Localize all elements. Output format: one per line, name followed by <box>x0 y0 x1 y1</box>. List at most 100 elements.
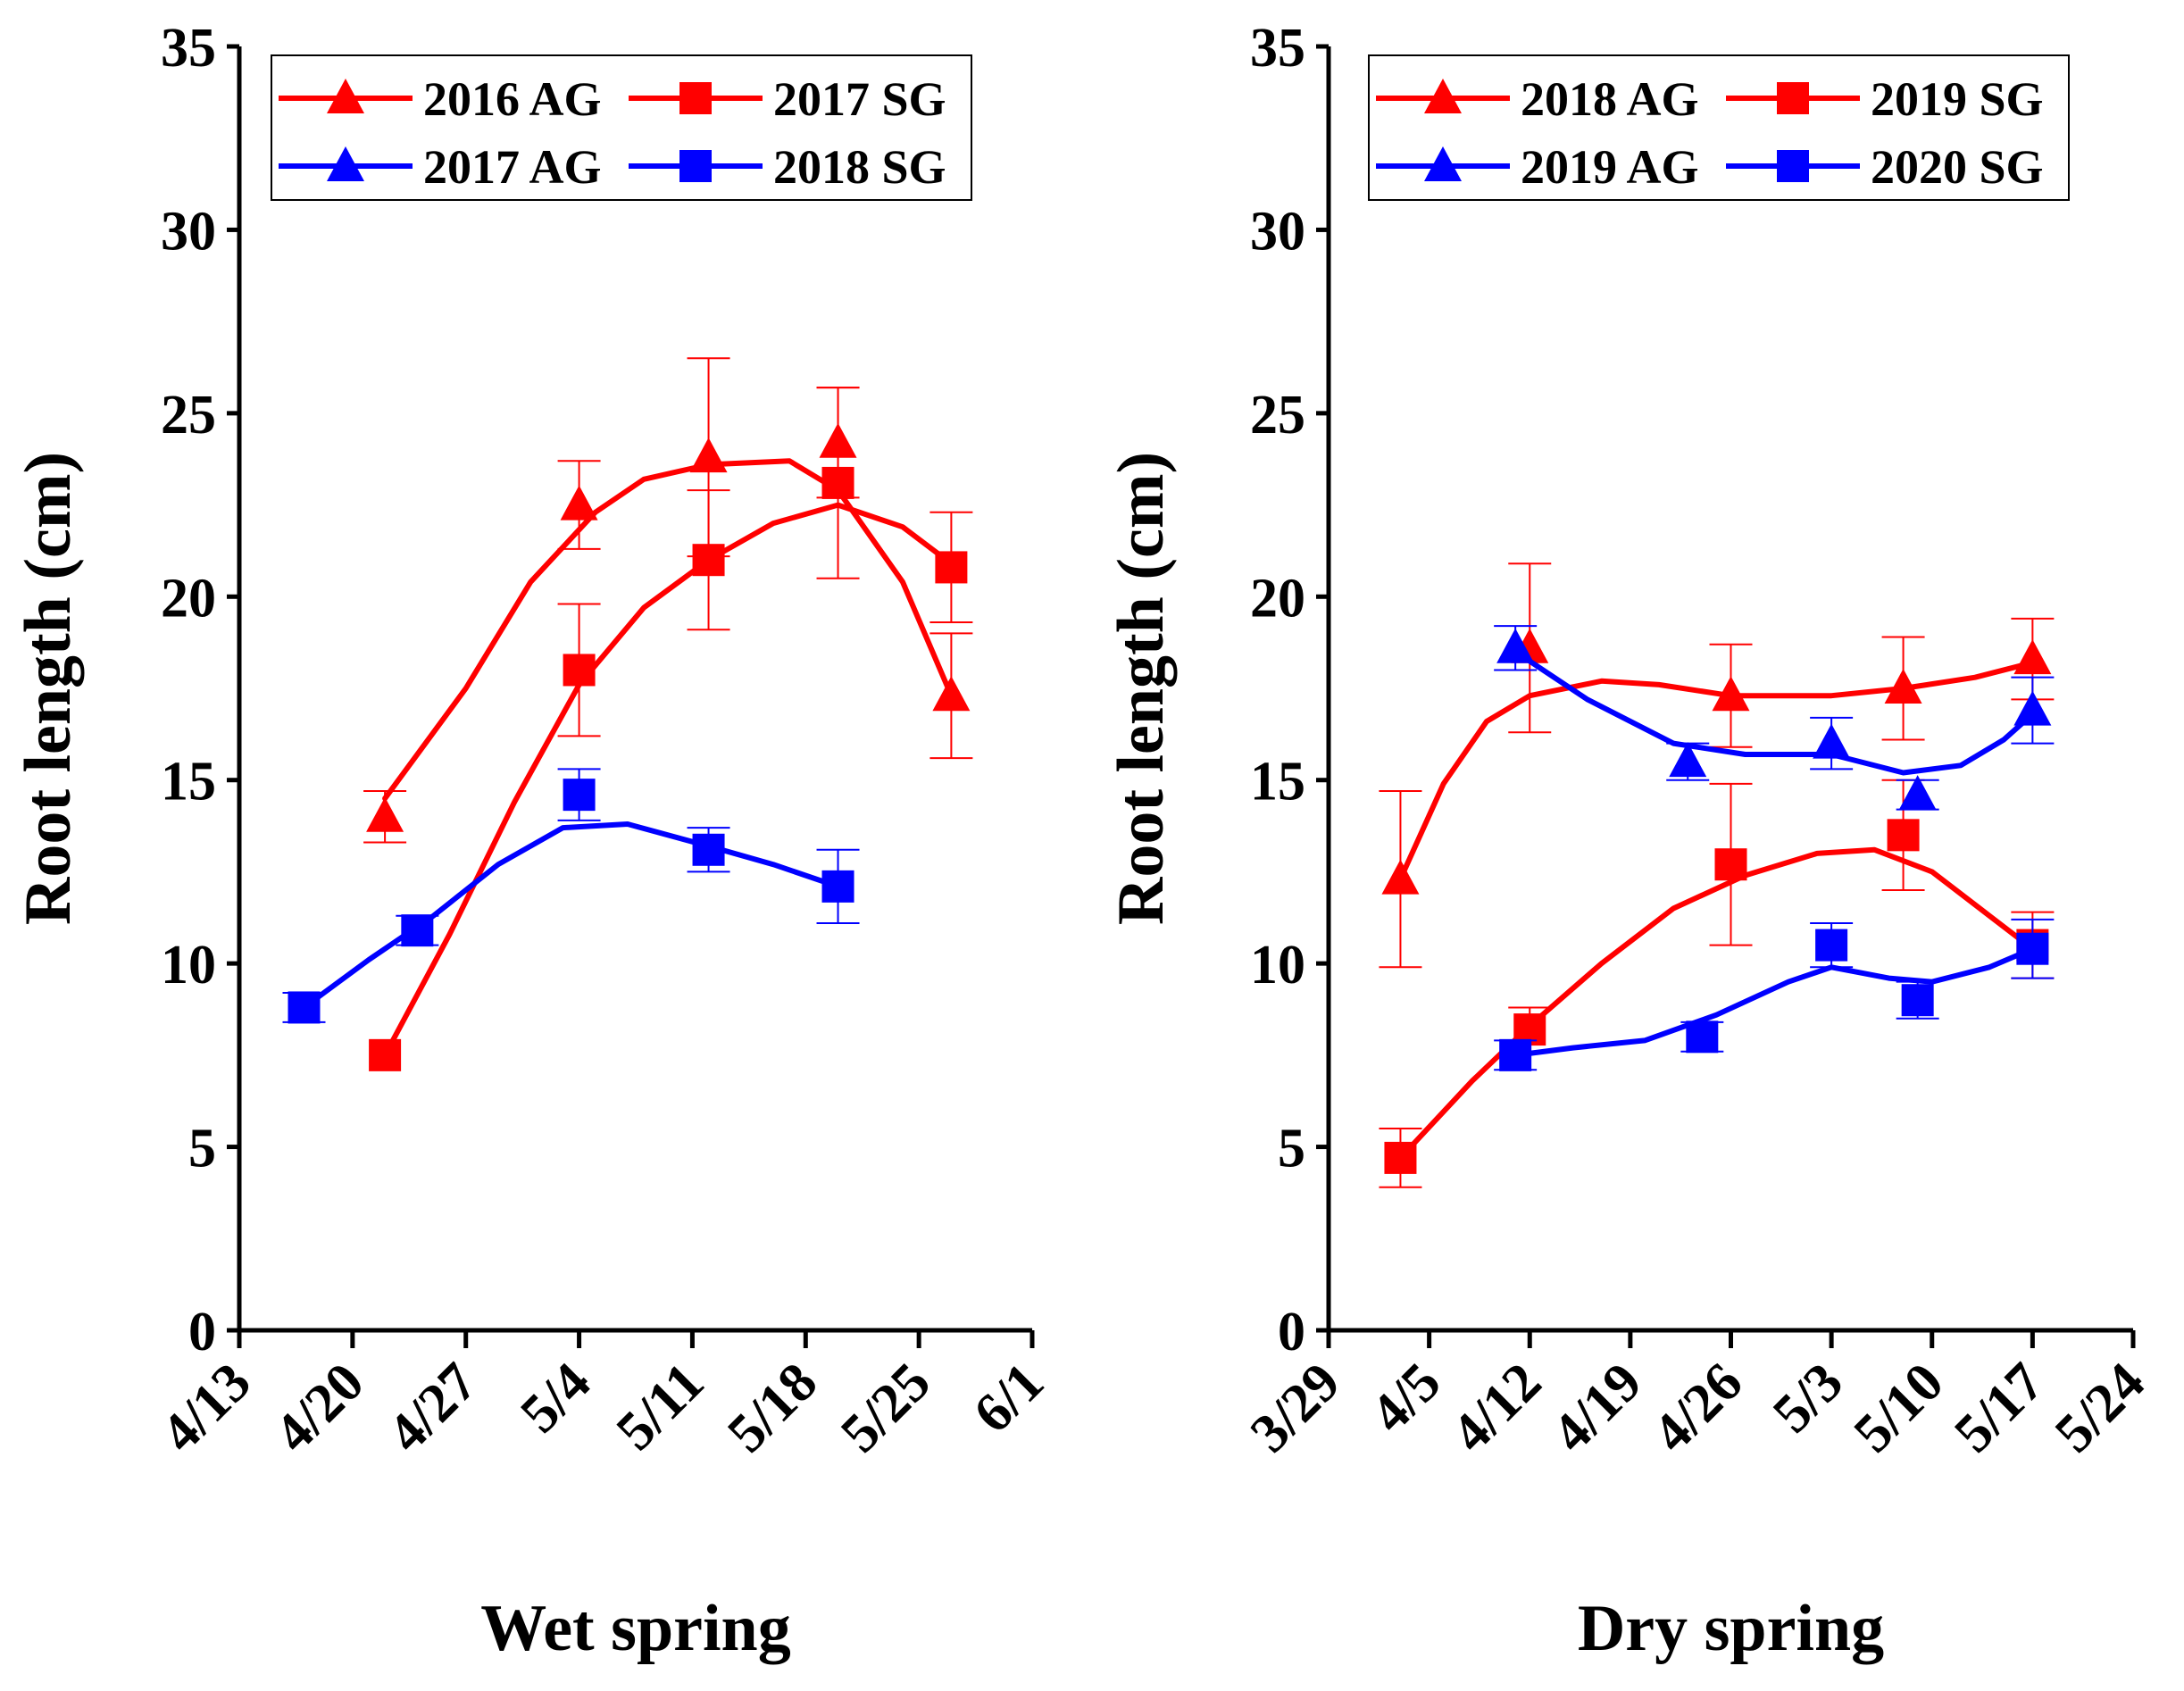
legend: 2018 AG 2019 SG 2019 AG 2020 SG <box>1368 54 2070 201</box>
data-point <box>2013 639 2052 675</box>
legend-box <box>271 54 972 201</box>
data-point <box>563 779 596 812</box>
fit-line <box>1397 846 2036 1161</box>
series-2019-ag <box>1494 625 2055 811</box>
y-tick-label: 25 <box>1250 385 1305 446</box>
legend-marker <box>679 150 712 182</box>
legend-marker <box>1777 150 1809 182</box>
data-point <box>1887 819 1920 852</box>
y-tick-label: 25 <box>161 385 216 446</box>
legend-label: 2020 SG <box>1871 140 2044 194</box>
fit-line <box>1397 660 2036 882</box>
legend-marker <box>1424 79 1462 113</box>
x-tick-label: 5/11 <box>605 1352 716 1462</box>
x-tick-label: 5/17 <box>1943 1352 2055 1464</box>
data-point <box>560 485 598 521</box>
series-2019-sg <box>1379 779 2055 1188</box>
x-tick-label: 6/1 <box>963 1352 1055 1445</box>
data-point <box>2016 932 2049 965</box>
data-point <box>1686 1020 1719 1054</box>
data-point <box>288 991 321 1024</box>
data-point <box>1381 859 1420 895</box>
fit-line <box>1513 945 2036 1058</box>
x-tick-label: 4/26 <box>1641 1352 1754 1464</box>
y-tick-label: 30 <box>161 201 216 262</box>
x-tick-label: 4/19 <box>1541 1352 1654 1464</box>
data-point <box>1669 742 1707 778</box>
dry-spring-chart: 0 5 10 15 20 25 30 35 3/29 4/54/124/194/26 5/35/10… <box>1105 18 2156 1665</box>
x-axis-title: Wet spring <box>480 1592 790 1665</box>
x-tick-label: 5/25 <box>829 1352 942 1464</box>
series-2020-sg <box>1494 918 2055 1071</box>
data-point <box>1496 628 1535 663</box>
data-point <box>1898 775 1937 811</box>
x-tick-label: 3/29 <box>1239 1352 1352 1464</box>
y-tick-label: 15 <box>161 752 216 812</box>
x-tick-label: 5/4 <box>509 1352 602 1445</box>
data-point <box>2013 690 2052 726</box>
y-tick-label: 10 <box>161 935 216 995</box>
x-tick-label: 4/20 <box>263 1352 376 1464</box>
data-point <box>1813 723 1851 759</box>
x-tick-label: 4/27 <box>377 1352 489 1464</box>
x-tick-label: 5/18 <box>716 1352 829 1464</box>
y-tick-label: 5 <box>188 1119 216 1179</box>
legend-label: 2019 SG <box>1871 72 2044 126</box>
legend-marker <box>679 82 712 114</box>
data-point <box>821 870 854 903</box>
x-tick-label: 5/24 <box>2044 1352 2156 1464</box>
data-point <box>366 796 404 832</box>
data-point <box>563 654 596 687</box>
legend-label: 2018 AG <box>1521 72 1699 126</box>
x-tick-label: 5/10 <box>1843 1352 1955 1464</box>
x-tick-label: 5/3 <box>1762 1352 1855 1445</box>
legend-marker <box>1777 82 1809 114</box>
y-tick-label: 0 <box>188 1302 216 1362</box>
legend-label: 2018 SG <box>773 140 946 194</box>
legend-label: 2016 AG <box>423 72 602 126</box>
data-point <box>1901 984 1934 1017</box>
data-point <box>689 437 728 473</box>
data-point <box>821 466 854 499</box>
fit-line <box>1513 648 2036 776</box>
data-point <box>935 551 968 584</box>
y-axis-title: Root length (cm) <box>1105 452 1178 925</box>
wet-spring-chart: 0 5 10 15 20 25 30 35 4/13 4/20 4/27 5/4 5/11 5/18 5/2… <box>12 18 1055 1665</box>
y-tick-label: 0 <box>1278 1302 1305 1362</box>
data-point <box>1384 1141 1417 1174</box>
data-point <box>369 1038 402 1071</box>
data-point <box>932 676 971 712</box>
series-2016-ag <box>363 357 973 844</box>
y-tick-label: 20 <box>161 568 216 629</box>
data-point <box>1884 669 1922 704</box>
fit-line <box>301 821 841 1011</box>
data-point <box>1712 676 1750 712</box>
x-tick-label: 4/5 <box>1359 1352 1452 1445</box>
legend-label: 2019 AG <box>1521 140 1699 194</box>
legend-marker <box>327 79 364 113</box>
legend: 2016 AG 2017 SG 2017 AG 2018 SG <box>271 54 972 201</box>
data-point <box>692 544 725 577</box>
legend-label: 2017 SG <box>773 72 946 126</box>
y-axis-title: Root length (cm) <box>12 452 85 925</box>
y-tick-label: 15 <box>1250 752 1305 812</box>
legend-label: 2017 AG <box>423 140 602 194</box>
y-tick-label: 30 <box>1250 201 1305 262</box>
fit-line <box>382 502 954 1058</box>
legend-marker <box>1424 146 1462 181</box>
y-tick-label: 35 <box>1250 18 1305 79</box>
series-2017-sg <box>369 387 973 1071</box>
x-axis-title: Dry spring <box>1578 1592 1884 1665</box>
x-tick-label: 4/13 <box>150 1352 263 1464</box>
y-tick-label: 20 <box>1250 568 1305 629</box>
fit-line <box>382 458 954 802</box>
legend-marker <box>327 146 364 181</box>
data-point <box>1815 929 1848 962</box>
y-tick-label: 10 <box>1250 935 1305 995</box>
data-point <box>692 833 725 866</box>
y-tick-label: 5 <box>1278 1119 1305 1179</box>
legend-box <box>1368 54 2070 201</box>
data-point <box>1714 848 1747 881</box>
y-tick-label: 35 <box>161 18 216 79</box>
